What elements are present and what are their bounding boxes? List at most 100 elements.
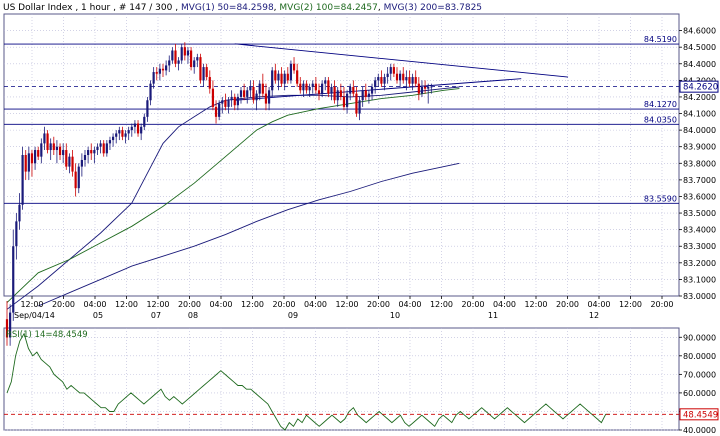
candle-body (171, 50, 174, 61)
candle-body (124, 133, 127, 137)
time-tick-label: 20:00 (556, 300, 579, 309)
candle-body (361, 90, 364, 101)
candle-body (392, 67, 395, 74)
candle-body (193, 60, 196, 68)
candle-body (68, 156, 71, 167)
candle-body (358, 100, 361, 114)
candle-body (208, 77, 211, 89)
candle-body (336, 90, 339, 101)
candle-body (62, 150, 65, 155)
candle-body (327, 80, 330, 94)
date-label: 08 (188, 311, 198, 320)
candle-body (118, 130, 121, 134)
svg-text:US Dollar Index , 1 hour , # 1: US Dollar Index , 1 hour , # 147 / 300 ,… (3, 3, 482, 13)
candle-body (349, 86, 352, 94)
candle-body (399, 73, 402, 81)
candle-body (189, 50, 193, 68)
level-label: 83.5590 (644, 194, 677, 203)
candle-body (395, 73, 399, 81)
candle-body (236, 96, 239, 106)
candle-body (311, 83, 314, 87)
candle-body (286, 73, 289, 81)
rsi-current-label: 48.4549 (683, 410, 718, 420)
candle-body (233, 96, 236, 106)
candle-body (352, 86, 355, 94)
time-axis: 12:00 20:00 04:00 12:00 12:00 20:00 04:00 12:00… (14, 296, 674, 320)
candle-body (383, 77, 386, 84)
time-tick-label: 12:00 (619, 300, 642, 309)
candle-body (420, 86, 424, 94)
level-label: 84.5190 (644, 35, 677, 44)
price-tick-label: 83.1000 (683, 275, 716, 284)
candle-body (115, 133, 118, 137)
candle-body (408, 77, 411, 84)
candle-body (90, 150, 93, 154)
candle-body (321, 83, 324, 94)
candle-body (221, 100, 224, 104)
price-tick-label: 84.1000 (683, 110, 716, 119)
candle-body (183, 47, 186, 56)
candle-body (345, 93, 349, 107)
time-tick-label: 20:00 (52, 300, 75, 309)
candle-body (299, 83, 302, 91)
candle-body (292, 63, 296, 71)
candle-body (15, 221, 18, 247)
candle-body (74, 171, 77, 189)
price-axis: 84.600084.500084.400084.300084.200084.10… (679, 27, 716, 301)
candle-body (37, 150, 40, 157)
candle-body (377, 77, 380, 81)
candle-body (264, 93, 268, 104)
candle-body (280, 73, 283, 84)
candle-body (243, 90, 246, 97)
candle-body (333, 86, 336, 101)
candle-body (370, 86, 374, 94)
price-tick-label: 84.4000 (683, 60, 716, 69)
candle-body (205, 67, 208, 78)
date-label: Sep/04/14 (14, 311, 55, 320)
candle-body (83, 155, 87, 160)
rsi-panel-frame (3, 327, 680, 431)
time-tick-label: 12:00 (115, 300, 138, 309)
candle-body (55, 146, 59, 151)
candle-body (99, 143, 102, 147)
candle-body (261, 83, 264, 94)
price-tick-label: 84.0000 (683, 126, 716, 135)
date-label: 05 (93, 311, 103, 320)
current-price-tag (679, 80, 719, 93)
price-tick-label: 83.3000 (683, 242, 716, 251)
candle-body (289, 63, 293, 81)
candle-body (296, 70, 299, 84)
candle-body (283, 73, 286, 84)
rsi-tick-label: 90.0000 (683, 333, 716, 342)
candle-body (211, 88, 215, 107)
rsi-current-tag (679, 408, 719, 421)
trendline (234, 78, 522, 101)
moving-average-line (6, 86, 460, 310)
candle-body (308, 86, 311, 91)
price-tick-label: 84.6000 (683, 27, 716, 36)
candle-body (389, 67, 392, 74)
time-tick-label: 12:00 (20, 300, 43, 309)
candle-body (202, 67, 205, 81)
candle-body (105, 143, 108, 154)
candle-body (246, 90, 249, 97)
candle-body (402, 73, 405, 81)
time-tick-label: 04:00 (493, 300, 516, 309)
price-tick-label: 83.0000 (683, 292, 716, 301)
candle-body (140, 126, 143, 134)
candle-body (40, 143, 43, 157)
current-price-label: 84.2620 (683, 83, 718, 93)
candle-body (121, 130, 124, 137)
candle-body (252, 86, 255, 101)
candle-body (136, 123, 140, 134)
candle-body (127, 130, 130, 134)
ma2-label: MVG(2) 100=84.2457 (279, 3, 377, 13)
rsi-indicator (4, 332, 679, 431)
moving-average-line (6, 88, 460, 303)
date-label: 07 (151, 311, 161, 320)
candle-body (12, 246, 15, 313)
candle-body (108, 140, 112, 144)
candle-body (133, 123, 137, 127)
candle-body (386, 73, 389, 78)
